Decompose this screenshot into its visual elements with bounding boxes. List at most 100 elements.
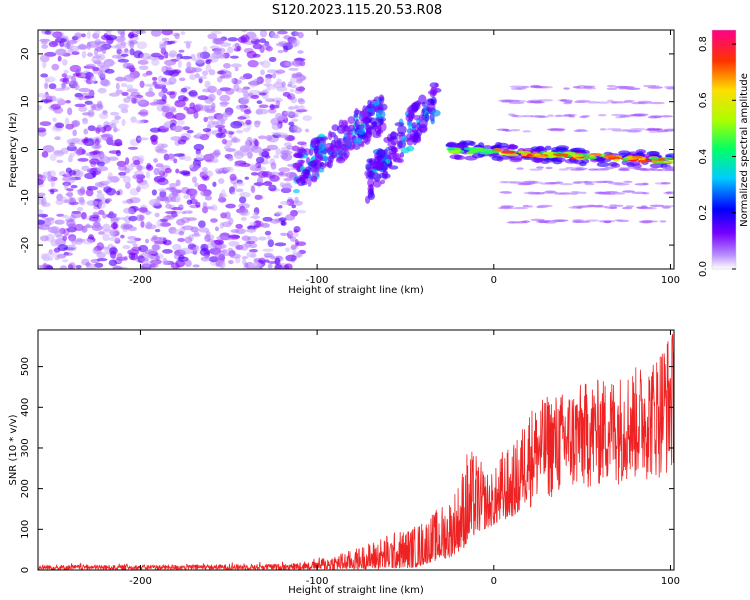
noise-blob [162,249,173,254]
noise-blob [276,115,287,121]
noise-blob [165,196,173,203]
noise-blob [141,260,151,268]
noise-blob [65,244,77,252]
noise-blob [162,260,171,264]
band-blob [400,147,410,154]
carrier-glow [496,156,504,162]
noise-blob [297,31,304,39]
noise-blob [117,59,130,63]
noise-blob [175,56,181,60]
carrier-glow [573,159,585,165]
noise-blob [286,95,293,99]
noise-blob [218,178,225,184]
harmonic-blob [640,205,648,208]
band-blob [343,149,350,159]
harmonic-blob [530,101,546,104]
noise-blob [104,68,115,74]
band-blob [307,178,312,187]
harmonic-blob [627,166,637,169]
noise-blob [92,170,97,178]
noise-blob [230,121,243,129]
noise-blob [156,167,165,174]
noise-blob [239,96,250,105]
harmonic-blob [599,191,612,195]
noise-blob [221,189,226,197]
noise-blob [120,108,129,114]
band-blob [424,112,430,123]
noise-blob [93,221,102,229]
band-blob [323,155,329,163]
noise-blob [271,131,284,136]
noise-blob [295,241,307,247]
noise-blob [289,88,295,93]
carrier-blob [552,153,569,157]
noise-blob [210,204,218,212]
noise-blob [244,139,250,148]
noise-blob [96,100,103,109]
band-blob [314,153,324,162]
noise-blob [62,259,69,263]
harmonic-blob [516,87,527,90]
noise-blob [294,196,299,204]
noise-blob [127,146,139,150]
band-blob [300,180,308,186]
band-blob [356,124,365,130]
harmonic-blob [542,191,559,194]
noise-blob [154,146,164,153]
harmonic-blob [660,115,673,118]
noise-blob [136,214,144,222]
noise-blob [228,217,234,225]
noise-blob [196,132,203,137]
noise-blob [268,56,277,63]
noise-blob [193,143,205,151]
noise-blob [275,148,282,156]
noise-blob [154,212,160,218]
noise-blob [154,228,161,233]
noise-blob [275,99,281,107]
noise-blob [183,106,189,111]
noise-blob [71,120,81,127]
noise-blob [240,104,245,113]
noise-blob [57,220,65,225]
noise-blob [90,75,97,83]
harmonic-blob [583,87,597,90]
noise-blob [60,82,67,88]
noise-blob [139,258,150,262]
harmonic-blob [529,85,544,89]
harmonic-blob [546,128,560,131]
harmonic-blob [650,85,661,88]
band-blob [372,179,382,188]
noise-blob [163,70,175,76]
noise-blob [63,69,69,74]
noise-blob [295,71,303,78]
noise-blob [246,240,256,245]
noise-blob [102,79,111,87]
band-blob [430,86,438,97]
carrier-blob [604,154,617,158]
harmonic-blob [622,190,635,193]
noise-blob [151,76,158,81]
carrier-glow [509,157,523,163]
noise-blob [174,100,186,108]
noise-blob [211,102,216,110]
noise-blob [110,111,120,116]
noise-blob [50,189,55,195]
harmonic-blob [599,128,607,131]
noise-blob [290,232,299,238]
noise-blob [260,223,270,228]
noise-blob [156,194,168,202]
noise-blob [241,235,251,242]
snr-ticks: -200 -100 0 100 0 100 200 300 400 500 [20,330,680,587]
noise-blob [174,33,180,40]
noise-blob [183,156,192,162]
noise-blob [44,30,52,35]
noise-blob [247,60,259,68]
noise-blob [203,153,215,162]
carrier-blob [621,157,630,162]
noise-blob [236,45,242,52]
noise-blob [151,189,157,196]
noise-blob [117,165,128,171]
noise-blob [260,69,265,76]
harmonic-blob [572,219,584,222]
